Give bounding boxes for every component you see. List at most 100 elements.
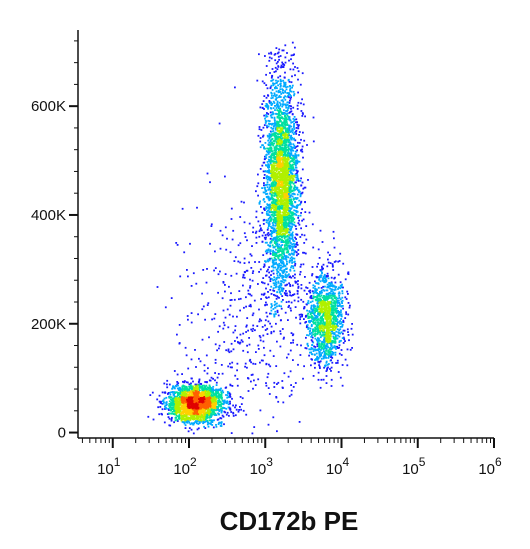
- event-dot: [273, 227, 276, 230]
- event-dot: [235, 404, 237, 407]
- event-dot: [284, 175, 286, 177]
- event-dot: [279, 117, 282, 119]
- event-dot: [172, 385, 174, 388]
- event-dot: [209, 415, 211, 418]
- event-dot: [199, 412, 201, 415]
- event-dot: [204, 386, 207, 389]
- event-dot: [206, 414, 209, 416]
- event-dot: [263, 158, 266, 161]
- event-dot: [275, 161, 278, 164]
- event-dot: [268, 160, 271, 162]
- event-dot: [281, 88, 284, 91]
- event-dot: [271, 150, 274, 153]
- event-dot: [267, 113, 270, 115]
- event-dot: [174, 409, 177, 412]
- event-dot: [272, 107, 275, 109]
- event-dot: [185, 408, 188, 411]
- event-dot: [207, 411, 209, 414]
- event-dot: [169, 424, 172, 427]
- event-dot: [172, 386, 174, 388]
- event-dot: [279, 238, 282, 240]
- event-dot: [270, 270, 273, 273]
- event-dot: [299, 236, 302, 238]
- event-dot: [295, 130, 297, 133]
- event-dot: [288, 102, 291, 104]
- event-dot: [289, 89, 291, 91]
- event-dot: [280, 307, 283, 310]
- event-dot: [267, 119, 270, 122]
- event-dot: [270, 142, 272, 145]
- event-dot: [206, 421, 209, 423]
- event-dot: [187, 420, 190, 423]
- event-dot: [285, 88, 288, 91]
- event-dot: [286, 114, 289, 117]
- event-dot: [201, 404, 204, 406]
- event-dot: [281, 99, 284, 101]
- event-dot: [291, 234, 294, 237]
- event-dot: [199, 396, 202, 399]
- event-dot: [293, 174, 296, 177]
- event-dot: [182, 384, 185, 387]
- event-dot: [174, 384, 177, 387]
- event-dot: [188, 421, 191, 424]
- event-dot: [283, 188, 286, 190]
- event-dot: [270, 232, 273, 235]
- event-dot: [284, 273, 287, 276]
- event-dot: [289, 294, 291, 297]
- event-dot: [290, 107, 292, 110]
- event-dot: [225, 407, 228, 410]
- event-dot: [290, 301, 293, 304]
- event-dot: [210, 387, 213, 389]
- event-dot: [282, 262, 285, 265]
- event-dot: [283, 237, 286, 240]
- event-dot: [278, 208, 281, 211]
- event-dot: [191, 410, 194, 413]
- event-dot: [290, 152, 293, 154]
- event-dot: [202, 408, 205, 410]
- event-dot: [231, 397, 233, 400]
- event-dot: [284, 239, 287, 242]
- event-dot: [267, 218, 270, 220]
- event-dot: [274, 168, 277, 171]
- event-dot: [270, 134, 273, 137]
- event-dot: [186, 410, 188, 413]
- event-dot: [274, 162, 277, 165]
- event-dot: [197, 408, 200, 411]
- event-dot: [208, 395, 211, 398]
- event-dot: [292, 106, 295, 109]
- event-dot: [281, 123, 284, 126]
- event-dot: [263, 114, 266, 117]
- event-dot: [276, 188, 278, 191]
- event-dot: [215, 425, 218, 428]
- event-dot: [284, 216, 287, 218]
- event-dot: [266, 105, 268, 107]
- event-dot: [294, 225, 297, 228]
- event-dot: [282, 287, 285, 290]
- event-dot: [181, 386, 184, 389]
- event-dot: [289, 111, 292, 113]
- event-dot: [213, 411, 215, 414]
- event-dot: [277, 148, 280, 150]
- event-dot: [296, 104, 299, 107]
- event-dot: [282, 187, 285, 189]
- event-dot: [294, 246, 297, 248]
- event-dot: [198, 389, 201, 392]
- event-dot: [267, 206, 269, 209]
- event-dot: [272, 224, 275, 226]
- event-dot: [267, 214, 270, 216]
- event-dot: [292, 294, 295, 296]
- event-dot: [265, 184, 268, 186]
- event-dot: [279, 103, 282, 106]
- event-dot: [197, 427, 200, 430]
- event-dot: [293, 244, 296, 247]
- event-dot: [180, 404, 183, 407]
- event-dot: [264, 186, 266, 189]
- event-dot: [270, 164, 273, 166]
- event-dot: [288, 80, 291, 83]
- event-dot: [281, 160, 284, 163]
- event-dot: [174, 406, 177, 409]
- event-dot: [277, 65, 280, 67]
- event-dot: [181, 373, 183, 375]
- event-dot: [270, 207, 273, 210]
- event-dot: [290, 194, 292, 197]
